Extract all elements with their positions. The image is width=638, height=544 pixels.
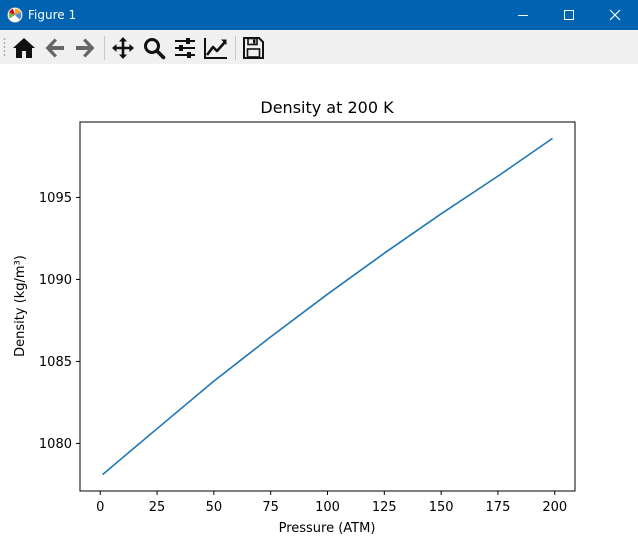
forward-button[interactable] — [71, 34, 99, 62]
zoom-icon — [144, 38, 166, 60]
edit-axis-icon — [204, 38, 227, 59]
chart-title: Density at 200 K — [260, 98, 394, 117]
back-button[interactable] — [41, 34, 69, 62]
x-tick-label: 150 — [429, 500, 454, 515]
zoom-button[interactable] — [140, 34, 168, 62]
y-tick-label: 1080 — [39, 437, 72, 452]
minimize-icon — [518, 15, 528, 16]
save-button[interactable] — [239, 34, 267, 62]
back-icon — [45, 38, 64, 58]
pan-icon — [112, 37, 134, 59]
toolbar-separator — [104, 36, 105, 60]
window-title: Figure 1 — [28, 8, 77, 22]
x-tick-label: 50 — [206, 500, 223, 515]
x-tick-label: 100 — [315, 500, 340, 515]
close-button[interactable] — [592, 0, 638, 30]
x-axis-label: Pressure (ATM) — [279, 521, 376, 536]
home-button[interactable] — [10, 34, 38, 62]
x-tick-label: 0 — [96, 500, 104, 515]
x-tick-label: 25 — [149, 500, 166, 515]
home-icon — [13, 38, 35, 58]
x-tick-label: 200 — [542, 500, 567, 515]
toolbar-grip — [3, 38, 6, 56]
figure-canvas[interactable]: Density at 200 K 0 25 50 75 100 125 150 175 200 … — [0, 64, 638, 544]
save-icon — [243, 37, 264, 59]
title-bar: Figure 1 — [0, 0, 638, 30]
axes-frame — [79, 121, 576, 492]
x-tick-label: 75 — [262, 500, 279, 515]
x-tick-label: 175 — [486, 500, 511, 515]
forward-icon — [76, 38, 95, 58]
series-line-0 — [101, 137, 553, 476]
navigation-toolbar — [0, 30, 638, 64]
y-tick-label: 1095 — [39, 191, 72, 206]
toolbar-separator — [235, 36, 236, 60]
close-icon — [609, 9, 621, 21]
pan-button[interactable] — [109, 34, 137, 62]
x-tick-label: 125 — [372, 500, 397, 515]
edit-axis-button[interactable] — [202, 34, 230, 62]
maximize-button[interactable] — [546, 0, 592, 30]
configure-subplots-button[interactable] — [171, 34, 199, 62]
matplotlib-logo-icon — [7, 7, 23, 23]
y-axis-label: Density (kg/m³) — [13, 255, 28, 357]
configure-subplots-icon — [175, 38, 195, 58]
y-tick-label: 1090 — [39, 273, 72, 288]
maximize-icon — [564, 10, 574, 20]
y-tick-label: 1085 — [39, 355, 72, 370]
minimize-button[interactable] — [500, 0, 546, 30]
